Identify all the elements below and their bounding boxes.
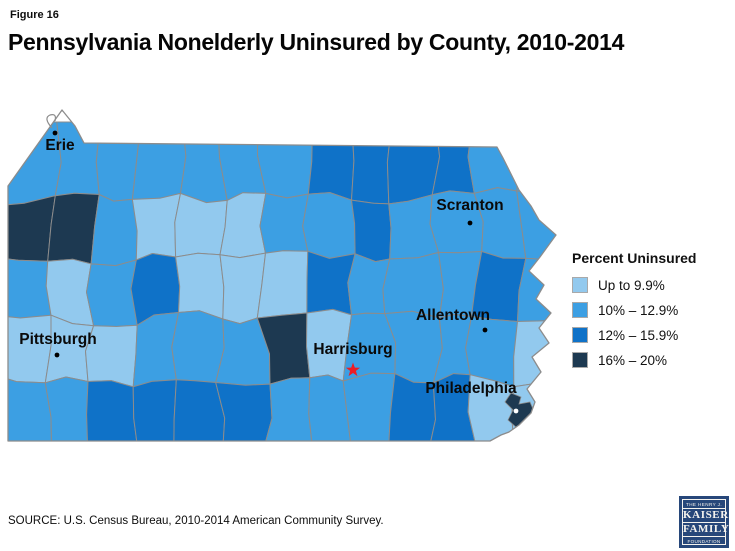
county-shape	[467, 121, 522, 194]
legend-label: 12% – 15.9%	[598, 327, 679, 343]
county-shape	[132, 379, 177, 441]
state-outline	[7, 109, 557, 442]
source-note: SOURCE: U.S. Census Bureau, 2010-2014 Am…	[8, 515, 384, 527]
legend-item: Up to 9.9%	[572, 277, 734, 293]
legend-label: 10% – 12.9%	[598, 302, 679, 318]
city-label: Erie	[45, 137, 75, 154]
county-shape	[513, 121, 556, 203]
county-layer	[8, 121, 556, 441]
county-shape	[513, 319, 556, 388]
pennsylvania-county-map: Erie Scranton Pittsburgh Allentown Harrisbur…	[0, 98, 575, 466]
county-shape	[175, 252, 225, 320]
kff-logo-line4: FOUNDATION	[687, 538, 721, 544]
county-shape	[86, 259, 138, 327]
county-shape	[386, 121, 441, 205]
figure-label: Figure 16	[10, 9, 59, 21]
county-shape	[8, 121, 62, 207]
legend-swatch	[572, 327, 588, 343]
county-shape	[174, 192, 228, 258]
city-dot-marker	[52, 130, 58, 136]
city-dot-marker	[482, 327, 488, 333]
county-shape	[219, 192, 267, 259]
kff-logo-line3: FAMILY	[683, 523, 730, 537]
county-shape	[517, 254, 556, 322]
county-shape	[173, 379, 226, 441]
county-shape	[44, 376, 89, 441]
county-shape	[351, 199, 392, 263]
kff-logo-line1: THE HENRY J.	[683, 500, 725, 509]
legend-swatch	[572, 277, 588, 293]
legend-label: Up to 9.9%	[598, 277, 665, 293]
kff-logo-frame: THE HENRY J. KAISER FAMILY FOUNDATION	[682, 499, 730, 545]
page-title: Pennsylvania Nonelderly Uninsured by Cou…	[8, 29, 625, 55]
city-dot-marker	[54, 352, 60, 358]
county-shape	[342, 372, 396, 441]
county-shape	[86, 380, 139, 441]
county-shape	[261, 377, 314, 441]
city-label: Scranton	[436, 197, 503, 214]
county-shape	[257, 121, 313, 199]
kff-logo-line2: KAISER	[683, 509, 729, 523]
county-shape	[302, 192, 356, 259]
county-shape	[308, 374, 353, 441]
legend-title: Percent Uninsured	[572, 250, 697, 266]
county-shape	[215, 382, 273, 441]
legend-item: 16% – 20%	[572, 352, 734, 368]
county-shape	[307, 121, 355, 201]
county-shape	[8, 373, 53, 441]
map-legend: Percent Uninsured Up to 9.9% 10% – 12.9% 1…	[572, 250, 734, 377]
city-label: Pittsburgh	[19, 331, 97, 348]
legend-swatch	[572, 352, 588, 368]
county-shape	[387, 373, 436, 441]
city-label: Philadelphia	[425, 380, 517, 397]
county-shape	[171, 310, 225, 383]
county-shape	[90, 194, 138, 267]
city-label: Harrisburg	[313, 341, 392, 358]
county-shape	[47, 192, 100, 265]
county-shape	[347, 253, 391, 316]
county-shape	[256, 250, 309, 319]
city-dot-marker	[467, 220, 473, 226]
city-dot-marker	[513, 408, 519, 414]
presque-isle-outline	[46, 114, 57, 129]
choropleth-svg: Erie Scranton Pittsburgh Allentown Harrisbur…	[7, 109, 557, 442]
legend-label: 16% – 20%	[598, 352, 668, 368]
county-shape	[131, 121, 187, 200]
county-shape	[351, 121, 393, 205]
city-label: Allentown	[416, 307, 490, 324]
county-shape	[54, 121, 101, 197]
legend-swatch	[572, 302, 588, 318]
legend-item: 12% – 15.9%	[572, 327, 734, 343]
capital-star-marker	[345, 362, 361, 377]
county-shape	[259, 192, 309, 254]
county-shape	[427, 373, 479, 441]
county-shape	[131, 192, 181, 261]
legend-items: Up to 9.9% 10% – 12.9% 12% – 15.9% 16% – 20…	[572, 277, 734, 368]
legend-item: 10% – 12.9%	[572, 302, 734, 318]
kff-foundation-logo: THE HENRY J. KAISER FAMILY FOUNDATION	[679, 496, 729, 548]
